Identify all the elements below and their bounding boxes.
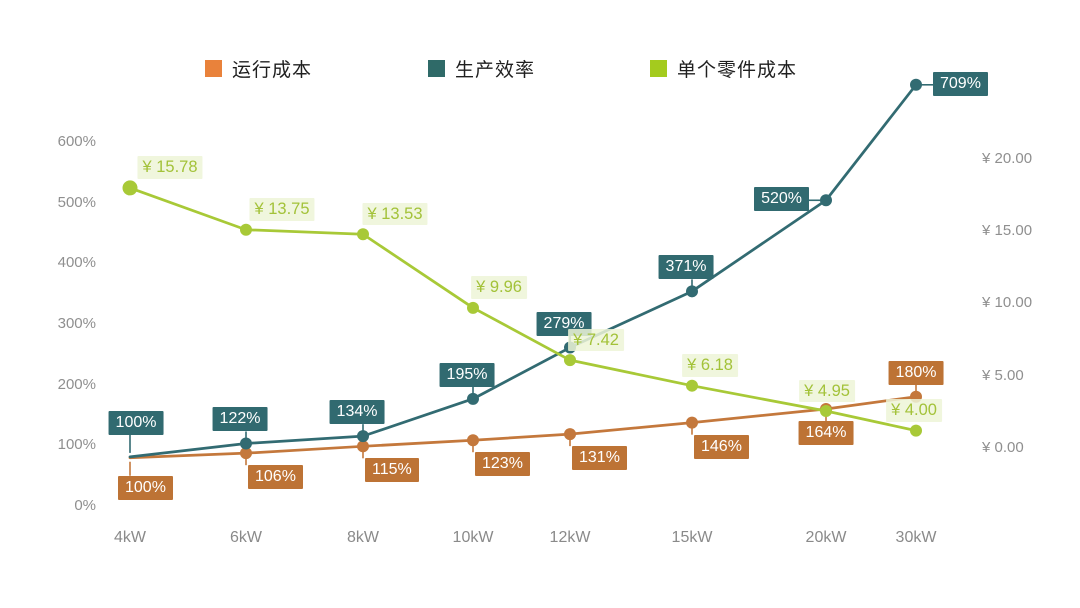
data-label-operating-cost-12kW: 131% — [572, 446, 627, 471]
data-label-operating-cost-15kW: 146% — [694, 434, 749, 459]
series-cost-per-part — [122, 180, 922, 437]
legend-item-operating-cost: 运行成本 — [205, 55, 312, 82]
legend-swatch-cost-per-part — [650, 60, 667, 77]
legend-label-production-efficiency: 生产效率 — [455, 60, 536, 81]
legend-swatch-operating-cost — [205, 60, 222, 77]
data-label-operating-cost-4kW: 100% — [118, 475, 173, 500]
data-label-cost-per-part-15kW: ¥ 6.18 — [682, 354, 738, 377]
data-point-cost-per-part-12kW — [564, 354, 576, 367]
left-axis-tick: 400% — [57, 254, 96, 272]
x-axis-label: 20kW — [805, 529, 847, 546]
legend-swatch-production-efficiency — [428, 60, 445, 77]
legend-label-operating-cost: 运行成本 — [232, 60, 313, 81]
x-axis-label: 12kW — [549, 529, 591, 546]
data-point-cost-per-part-15kW — [686, 379, 698, 392]
x-axis-label: 8kW — [347, 529, 379, 546]
left-axis-tick: 100% — [57, 436, 96, 454]
data-label-cost-per-part-20kW: ¥ 4.95 — [799, 379, 855, 403]
data-point-cost-per-part-4kW — [122, 180, 138, 196]
x-axis-label: 6kW — [230, 529, 262, 546]
right-axis-tick: ¥ 10.00 — [982, 294, 1033, 312]
legend-item-cost-per-part: 单个零件成本 — [650, 55, 797, 82]
left-axis-tick: 300% — [57, 314, 96, 332]
data-label-production-efficiency-4kW: 100% — [108, 410, 164, 435]
data-point-operating-cost-6kW — [240, 447, 252, 460]
data-point-operating-cost-10kW — [467, 434, 479, 447]
data-label-production-efficiency-15kW: 371% — [658, 255, 714, 280]
left-axis-tick: 500% — [57, 193, 96, 211]
data-label-production-efficiency-12kW: 279% — [536, 311, 592, 336]
data-point-operating-cost-15kW — [686, 416, 698, 429]
right-axis-tick: ¥ 5.00 — [982, 366, 1024, 384]
series-line-cost-per-part — [128, 186, 918, 432]
data-label-cost-per-part-12kW: ¥ 7.42 — [568, 328, 624, 352]
data-label-cost-per-part-8kW: ¥ 13.53 — [362, 202, 428, 226]
data-label-cost-per-part-6kW: ¥ 13.75 — [249, 198, 315, 221]
data-label-operating-cost-6kW: 106% — [248, 465, 303, 490]
data-label-cost-per-part-30kW: ¥ 4.00 — [886, 399, 942, 422]
data-label-operating-cost-20kW: 164% — [798, 420, 854, 445]
data-point-cost-per-part-8kW — [357, 228, 369, 241]
x-axis-label: 10kW — [452, 529, 494, 546]
data-label-production-efficiency-30kW: 709% — [933, 71, 988, 96]
data-point-production-efficiency-30kW — [910, 78, 922, 91]
left-axis-tick: 200% — [57, 375, 96, 393]
data-point-production-efficiency-6kW — [240, 437, 252, 450]
left-axis-tick: 600% — [57, 132, 96, 150]
right-axis-tick: ¥ 20.00 — [982, 149, 1033, 167]
data-label-operating-cost-30kW: 180% — [888, 360, 944, 385]
data-label-production-efficiency-10kW: 195% — [439, 362, 495, 387]
series-line-operating-cost — [128, 395, 918, 460]
data-label-production-efficiency-6kW: 122% — [212, 407, 268, 432]
data-label-operating-cost-10kW: 123% — [475, 452, 530, 477]
data-point-production-efficiency-10kW — [467, 392, 479, 405]
data-point-production-efficiency-15kW — [686, 285, 698, 298]
data-point-operating-cost-12kW — [564, 428, 576, 441]
series-production-efficiency — [128, 78, 933, 459]
legend-item-production-efficiency: 生产效率 — [428, 55, 535, 82]
series-line-production-efficiency — [128, 83, 918, 459]
data-point-production-efficiency-8kW — [357, 430, 369, 443]
data-label-cost-per-part-10kW: ¥ 9.96 — [471, 276, 527, 299]
right-axis-tick: ¥ 0.00 — [982, 439, 1024, 456]
data-point-production-efficiency-20kW — [820, 194, 832, 207]
data-point-cost-per-part-6kW — [240, 223, 252, 236]
left-axis-tick: 0% — [74, 497, 96, 514]
data-label-cost-per-part-4kW: ¥ 15.78 — [137, 156, 203, 179]
legend-label-cost-per-part: 单个零件成本 — [677, 60, 798, 81]
data-point-cost-per-part-30kW — [910, 424, 922, 437]
data-point-operating-cost-8kW — [357, 440, 369, 453]
right-axis-tick: ¥ 15.00 — [982, 222, 1033, 240]
x-axis-label: 4kW — [114, 529, 146, 546]
x-axis-label: 15kW — [671, 529, 713, 546]
data-label-production-efficiency-20kW: 520% — [754, 187, 809, 212]
data-label-operating-cost-8kW: 115% — [365, 458, 419, 483]
data-label-production-efficiency-8kW: 134% — [329, 400, 385, 425]
data-point-cost-per-part-10kW — [467, 301, 479, 314]
x-axis-label: 30kW — [895, 529, 937, 546]
data-point-cost-per-part-20kW — [820, 405, 832, 418]
